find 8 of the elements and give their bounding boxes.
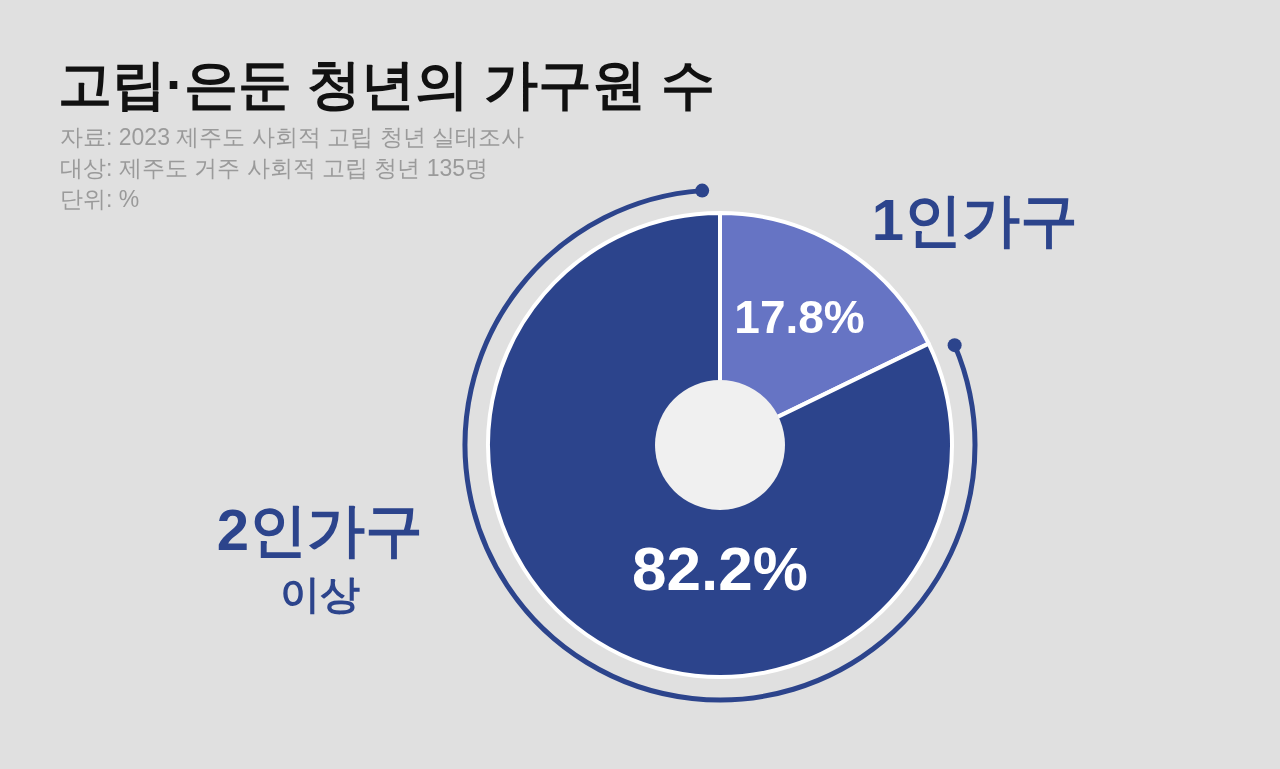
text: 대상: 제주도 거주 사회적 고립 청년 135명	[60, 155, 489, 181]
chart-title: 고립·은둔 청년의 가구원 수	[58, 54, 715, 114]
text: 단위: %	[60, 186, 140, 212]
slice-label: 2인가구 이상	[216, 497, 424, 616]
slice-label: 1인가구	[871, 187, 1079, 252]
data-label: 17.8%	[734, 290, 865, 343]
text: 자료: 2023 제주도 사회적 고립 청년 실태조사	[60, 124, 524, 150]
data-label: 82.2%	[632, 534, 808, 603]
